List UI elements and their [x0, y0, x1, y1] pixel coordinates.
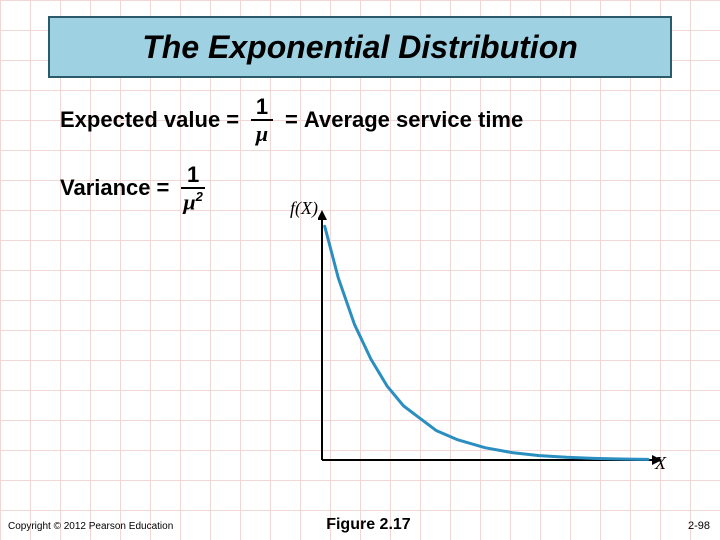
expected-label: Expected value	[60, 107, 220, 133]
equals-sign: =	[285, 107, 298, 133]
title-box: The Exponential Distribution	[48, 16, 672, 78]
equals-sign: =	[226, 107, 239, 133]
chart-svg	[318, 210, 668, 480]
copyright-text: Copyright © 2012 Pearson Education	[8, 521, 173, 532]
denominator-mu-squared: μ2	[181, 190, 204, 213]
x-axis-label: X	[655, 453, 666, 474]
numerator: 1	[256, 95, 268, 118]
numerator: 1	[187, 163, 199, 186]
variance-label: Variance	[60, 175, 151, 201]
page-number: 2-98	[688, 520, 710, 532]
fraction-one-over-mu-squared: 1 μ2	[181, 163, 204, 214]
y-axis-label: f(X)	[290, 198, 318, 219]
denominator-mu: μ	[254, 122, 270, 145]
expected-rhs: Average service time	[304, 107, 523, 133]
formula-area: Expected value = 1 μ = Average service t…	[60, 95, 523, 214]
expected-value-formula: Expected value = 1 μ = Average service t…	[60, 95, 523, 145]
slide-title: The Exponential Distribution	[142, 29, 578, 66]
equals-sign: =	[157, 175, 170, 201]
figure-caption: Figure 2.17	[326, 516, 410, 534]
exponential-chart: f(X) X	[290, 200, 660, 470]
fraction-one-over-mu: 1 μ	[251, 95, 273, 145]
